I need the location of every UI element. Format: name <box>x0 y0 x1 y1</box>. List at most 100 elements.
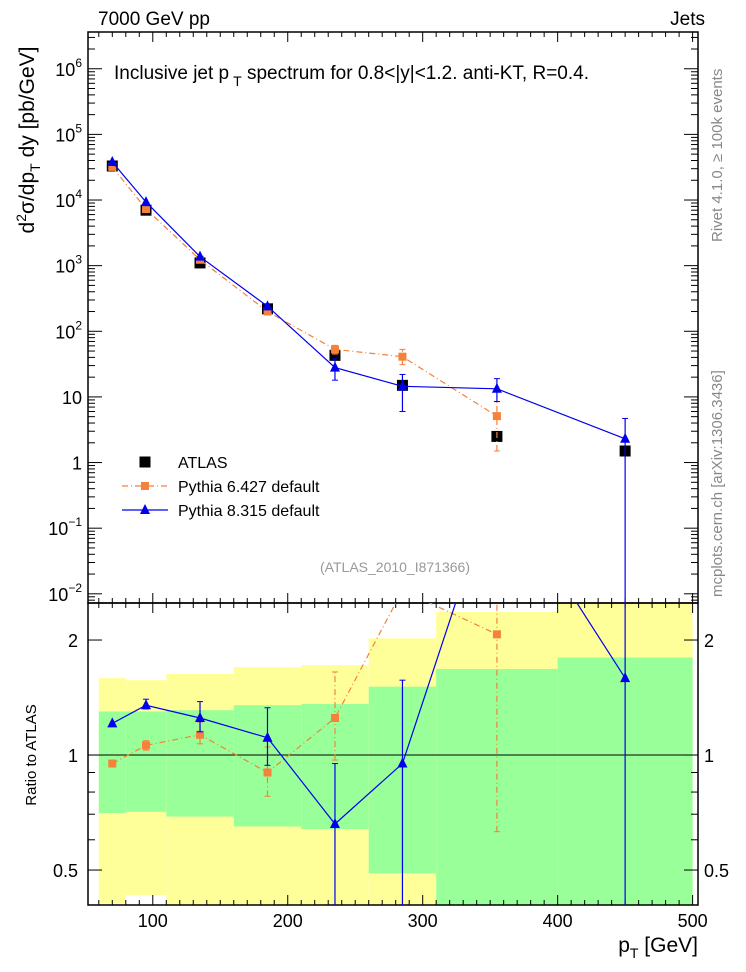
y-tick-exp: 2 <box>75 318 82 332</box>
main-point-pythia8 <box>195 250 206 261</box>
ratio-point-pythia6 <box>142 741 151 750</box>
legend-entry: Pythia 8.315 default <box>122 503 320 520</box>
x-tick-label: 200 <box>273 911 303 931</box>
main-point-pythia6 <box>108 162 117 171</box>
y-tick-label: 104 <box>55 187 82 211</box>
x-tick-label: 500 <box>678 911 708 931</box>
ratio-point-pythia8 <box>141 699 152 710</box>
header-right: Jets <box>670 9 705 30</box>
header-left: 7000 GeV pp <box>98 9 210 30</box>
main-point-pythia8 <box>262 300 273 311</box>
y-tick-exp: −2 <box>68 581 82 595</box>
mcplots-label: mcplots.cern.ch [arXiv:1306.3436] <box>709 370 726 597</box>
y-tick-label: 105 <box>55 121 82 145</box>
y-tick-label: 10−2 <box>48 581 82 605</box>
ratio-point-pythia8 <box>262 731 273 742</box>
y-tick-base: 10 <box>55 191 75 211</box>
x-label-p: p <box>618 934 630 957</box>
legend-marker <box>140 504 150 514</box>
legend-label: ATLAS <box>178 455 228 472</box>
analysis-watermark: (ATLAS_2010_I871366) <box>320 559 470 575</box>
main-line-pythia6 <box>111 166 498 417</box>
title-sub: T <box>233 73 242 89</box>
ratio-pythia8 <box>107 472 631 905</box>
legend-marker <box>139 456 151 468</box>
y-tick-base: 10 <box>55 322 75 342</box>
main-point-pythia6 <box>142 204 151 213</box>
ratio-y-tick-label: 1 <box>68 746 78 766</box>
title-pre: Inclusive jet p <box>114 63 229 84</box>
ratio-y-tick-label-right: 1 <box>704 746 714 766</box>
y-tick-base: 10 <box>48 585 68 605</box>
y-tick-label: 10 <box>62 388 82 408</box>
rivet-label: Rivet 4.1.0, ≥ 100k events <box>709 69 726 242</box>
main-line-pythia8 <box>111 161 626 440</box>
main-point-atlas <box>329 349 341 361</box>
y-tick-label: 10−1 <box>48 515 82 539</box>
y-tick-exp: 3 <box>75 253 82 267</box>
main-point-pythia8 <box>620 432 631 443</box>
y-tick-label: 106 <box>55 56 82 80</box>
y-tick-base: 10 <box>48 519 68 539</box>
main-point-pythia6 <box>492 412 501 421</box>
ratio-point-pythia8 <box>107 717 118 728</box>
ratio-point-pythia8 <box>195 712 206 723</box>
ratio-y-tick-label: 2 <box>68 631 78 651</box>
main-point-pythia6 <box>398 352 407 361</box>
main-pythia6 <box>108 162 501 452</box>
main-point-pythia6 <box>330 345 339 354</box>
x-tick-label: 300 <box>408 911 438 931</box>
ratio-line-pythia8 <box>112 603 626 825</box>
legend-entry: Pythia 6.427 default <box>122 479 320 496</box>
y-tick-label: 103 <box>55 253 82 277</box>
ratio-point-pythia6 <box>492 630 501 639</box>
x-label-sub: T <box>630 945 639 961</box>
y-axis-label: d2σ/dpT dy [pb/GeV] <box>13 47 43 234</box>
x-axis-label: pT [GeV] <box>618 934 698 961</box>
main-point-pythia8 <box>491 382 502 393</box>
y-tick-label: 102 <box>55 318 82 342</box>
ratio-frame <box>87 602 699 906</box>
yl-sup: 2 <box>13 214 29 222</box>
ratio-point-pythia8 <box>397 757 408 768</box>
ratio-point-pythia8 <box>492 472 502 482</box>
ratio-point-pythia6 <box>108 759 117 768</box>
legend-marker <box>141 482 149 490</box>
ratio-point-pythia6 <box>263 768 272 777</box>
ratio-point-pythia6 <box>398 586 406 594</box>
main-point-pythia8 <box>107 155 118 166</box>
yl-post: dy [pb/GeV] <box>16 47 39 164</box>
y-tick-label: 1 <box>72 454 82 474</box>
ratio-point-pythia6 <box>196 730 205 739</box>
legend-label: Pythia 8.315 default <box>178 503 320 520</box>
legend-entry: ATLAS <box>139 455 228 472</box>
x-tick-label: 400 <box>543 911 573 931</box>
y-tick-base: 10 <box>55 125 75 145</box>
main-point-pythia8 <box>397 380 408 391</box>
ratio-y-tick-label-right: 2 <box>704 631 714 651</box>
ratio-y-label: Ratio to ATLAS <box>23 704 40 805</box>
y-tick-exp: 6 <box>75 56 82 70</box>
x-tick-label: 100 <box>138 911 168 931</box>
main-pythia8 <box>107 155 631 603</box>
ratio-y-tick-label: 0.5 <box>53 861 78 881</box>
y-tick-exp: 5 <box>75 121 82 135</box>
main-point-pythia6 <box>263 307 272 316</box>
ratio-bands <box>98 603 693 905</box>
yl-mid: σ/dp <box>16 172 39 214</box>
yl-sub: T <box>27 163 43 172</box>
ratio-point-pythia6 <box>330 714 339 723</box>
main-point-pythia8 <box>329 361 340 372</box>
legend-label: Pythia 6.427 default <box>178 479 320 496</box>
y-tick-base: 10 <box>55 257 75 277</box>
y-tick-exp: −1 <box>68 515 82 529</box>
title-post: spectrum for 0.8<|y|<1.2. anti-KT, R=0.4… <box>242 63 589 84</box>
ratio-point-pythia8 <box>329 817 340 828</box>
yl-d: d <box>16 222 39 234</box>
y-tick-base: 10 <box>55 60 75 80</box>
main-atlas <box>106 160 631 457</box>
band-green <box>125 711 167 812</box>
main-point-pythia8 <box>141 196 152 207</box>
